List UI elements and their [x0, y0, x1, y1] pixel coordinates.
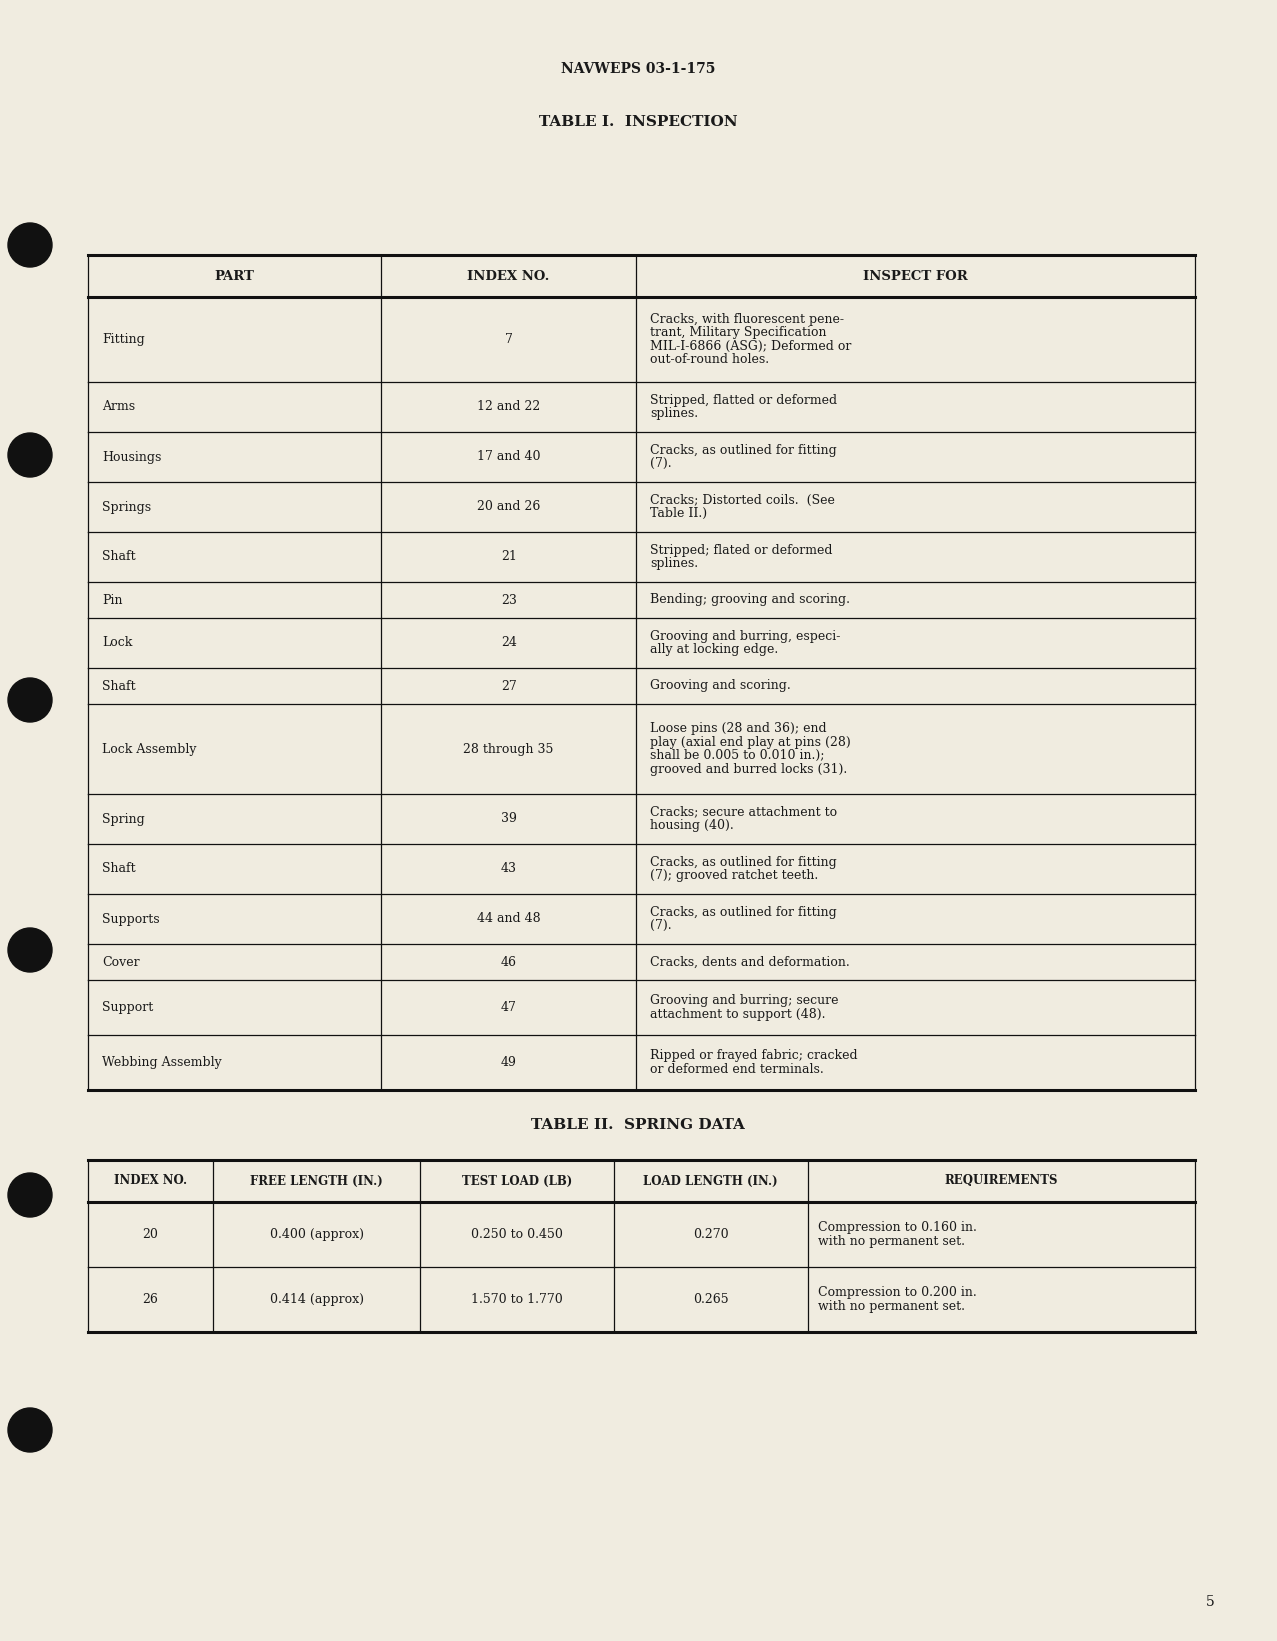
Text: REQUIREMENTS: REQUIREMENTS: [945, 1175, 1059, 1188]
Text: Loose pins (28 and 36); end: Loose pins (28 and 36); end: [650, 722, 826, 735]
Text: ally at locking edge.: ally at locking edge.: [650, 643, 778, 656]
Text: LOAD LENGTH (IN.): LOAD LENGTH (IN.): [644, 1175, 778, 1188]
Text: 17 and 40: 17 and 40: [476, 451, 540, 463]
Text: splines.: splines.: [650, 558, 699, 571]
Text: TABLE II.  SPRING DATA: TABLE II. SPRING DATA: [531, 1118, 744, 1132]
Text: 46: 46: [501, 955, 517, 968]
Text: Bending; grooving and scoring.: Bending; grooving and scoring.: [650, 594, 850, 607]
Text: Cracks; secure attachment to: Cracks; secure attachment to: [650, 806, 838, 819]
Text: 0.270: 0.270: [693, 1227, 728, 1241]
Text: 28 through 35: 28 through 35: [464, 742, 554, 755]
Text: play (axial end play at pins (28): play (axial end play at pins (28): [650, 735, 850, 748]
Text: Support: Support: [102, 1001, 153, 1014]
Text: 20 and 26: 20 and 26: [478, 501, 540, 514]
Text: Fitting: Fitting: [102, 333, 144, 346]
Text: INDEX NO.: INDEX NO.: [114, 1175, 188, 1188]
Text: 47: 47: [501, 1001, 517, 1014]
Circle shape: [8, 1408, 52, 1452]
Text: 5: 5: [1207, 1595, 1214, 1608]
Text: 43: 43: [501, 863, 517, 876]
Text: Lock Assembly: Lock Assembly: [102, 742, 197, 755]
Text: 44 and 48: 44 and 48: [476, 912, 540, 926]
Text: Ripped or frayed fabric; cracked: Ripped or frayed fabric; cracked: [650, 1049, 858, 1062]
Text: or deformed end terminals.: or deformed end terminals.: [650, 1063, 824, 1076]
Text: Springs: Springs: [102, 501, 151, 514]
Text: Shaft: Shaft: [102, 550, 135, 563]
Text: 0.250 to 0.450: 0.250 to 0.450: [471, 1227, 563, 1241]
Text: Arms: Arms: [102, 400, 135, 414]
Text: Cracks; Distorted coils.  (See: Cracks; Distorted coils. (See: [650, 494, 835, 507]
Text: with no permanent set.: with no permanent set.: [817, 1234, 964, 1247]
Text: Spring: Spring: [102, 812, 144, 825]
Text: Grooving and scoring.: Grooving and scoring.: [650, 679, 790, 693]
Text: INDEX NO.: INDEX NO.: [467, 269, 550, 282]
Text: Compression to 0.200 in.: Compression to 0.200 in.: [817, 1287, 977, 1300]
Text: with no permanent set.: with no permanent set.: [817, 1300, 964, 1313]
Text: Stripped; flated or deformed: Stripped; flated or deformed: [650, 543, 833, 556]
Text: 27: 27: [501, 679, 516, 693]
Text: (7); grooved ratchet teeth.: (7); grooved ratchet teeth.: [650, 870, 819, 883]
Text: (7).: (7).: [650, 919, 672, 932]
Text: Housings: Housings: [102, 451, 161, 463]
Text: 23: 23: [501, 594, 517, 607]
Text: Pin: Pin: [102, 594, 123, 607]
Text: trant, Military Specification: trant, Military Specification: [650, 327, 826, 340]
Text: Cracks, as outlined for fitting: Cracks, as outlined for fitting: [650, 443, 836, 456]
Text: TABLE I.  INSPECTION: TABLE I. INSPECTION: [539, 115, 737, 130]
Text: 20: 20: [143, 1227, 158, 1241]
Text: Shaft: Shaft: [102, 863, 135, 876]
Text: grooved and burred locks (31).: grooved and burred locks (31).: [650, 763, 847, 776]
Text: 49: 49: [501, 1057, 517, 1068]
Text: out-of-round holes.: out-of-round holes.: [650, 353, 769, 366]
Text: 7: 7: [504, 333, 512, 346]
Text: NAVWEPS 03-1-175: NAVWEPS 03-1-175: [561, 62, 715, 75]
Text: TEST LOAD (LB): TEST LOAD (LB): [462, 1175, 572, 1188]
Text: MIL-I-6866 (ASG); Deformed or: MIL-I-6866 (ASG); Deformed or: [650, 340, 852, 353]
Text: 0.400 (approx): 0.400 (approx): [269, 1227, 364, 1241]
Text: Cover: Cover: [102, 955, 139, 968]
Circle shape: [8, 433, 52, 478]
Text: Supports: Supports: [102, 912, 160, 926]
Text: Cracks, dents and deformation.: Cracks, dents and deformation.: [650, 955, 849, 968]
Text: (7).: (7).: [650, 458, 672, 471]
Text: Lock: Lock: [102, 637, 133, 650]
Text: shall be 0.005 to 0.010 in.);: shall be 0.005 to 0.010 in.);: [650, 750, 825, 763]
Text: PART: PART: [215, 269, 254, 282]
Text: Grooving and burring, especi-: Grooving and burring, especi-: [650, 630, 840, 643]
Text: splines.: splines.: [650, 407, 699, 420]
Text: Cracks, with fluorescent pene-: Cracks, with fluorescent pene-: [650, 313, 844, 327]
Text: Grooving and burring; secure: Grooving and burring; secure: [650, 994, 839, 1008]
Text: housing (40).: housing (40).: [650, 819, 734, 832]
Circle shape: [8, 1173, 52, 1218]
Text: Compression to 0.160 in.: Compression to 0.160 in.: [817, 1221, 977, 1234]
Text: 39: 39: [501, 812, 517, 825]
Text: 24: 24: [501, 637, 517, 650]
Text: 1.570 to 1.770: 1.570 to 1.770: [471, 1293, 563, 1306]
Text: FREE LENGTH (IN.): FREE LENGTH (IN.): [250, 1175, 383, 1188]
Text: 21: 21: [501, 550, 517, 563]
Text: attachment to support (48).: attachment to support (48).: [650, 1008, 825, 1021]
Text: 12 and 22: 12 and 22: [478, 400, 540, 414]
Text: 0.414 (approx): 0.414 (approx): [269, 1293, 364, 1306]
Text: 26: 26: [143, 1293, 158, 1306]
Text: Cracks, as outlined for fitting: Cracks, as outlined for fitting: [650, 906, 836, 919]
Text: INSPECT FOR: INSPECT FOR: [863, 269, 968, 282]
Text: Shaft: Shaft: [102, 679, 135, 693]
Circle shape: [8, 678, 52, 722]
Circle shape: [8, 929, 52, 971]
Text: Table II.): Table II.): [650, 507, 707, 520]
Text: Webbing Assembly: Webbing Assembly: [102, 1057, 222, 1068]
Text: 0.265: 0.265: [693, 1293, 728, 1306]
Text: Stripped, flatted or deformed: Stripped, flatted or deformed: [650, 394, 838, 407]
Text: Cracks, as outlined for fitting: Cracks, as outlined for fitting: [650, 855, 836, 868]
Circle shape: [8, 223, 52, 267]
